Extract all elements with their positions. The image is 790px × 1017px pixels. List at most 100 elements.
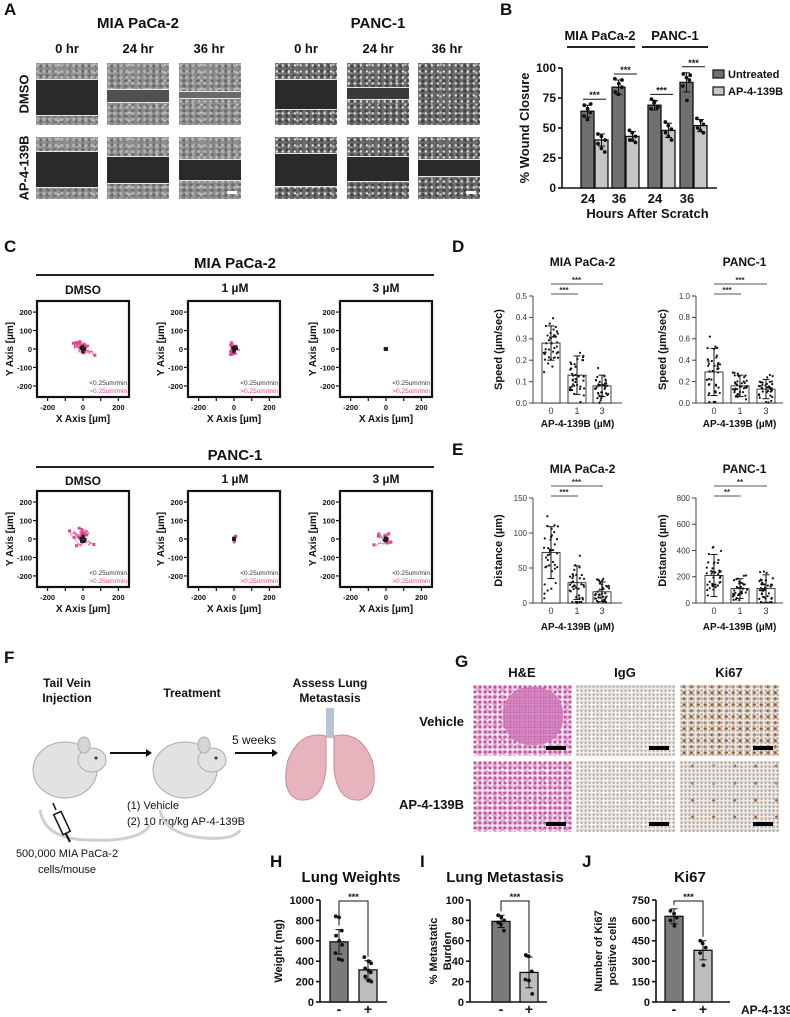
stain-label: H&E [508, 665, 536, 680]
y-tick-label: 0 [686, 599, 691, 608]
data-point [714, 585, 717, 589]
data-point [546, 334, 549, 337]
significance-bracket [673, 900, 704, 937]
y-tick-label: 80 [452, 915, 464, 927]
data-point [734, 382, 737, 385]
y-tick-label: 800 [296, 915, 314, 927]
category-label: - [672, 1001, 677, 1017]
data-point [714, 400, 717, 404]
track-endpoint [79, 537, 83, 541]
data-point [711, 585, 714, 588]
legend-fast: >0.25um/min [89, 388, 127, 395]
data-point [766, 584, 769, 587]
track-endpoint [67, 529, 71, 533]
data-point [606, 393, 610, 396]
significance-label: *** [620, 65, 631, 75]
data-point [553, 567, 557, 570]
data-point [553, 543, 556, 546]
timepoint-label: 36 hr [431, 41, 463, 56]
legend-slow: <0.25um/min [89, 570, 127, 577]
data-point [733, 390, 736, 394]
data-point [706, 583, 709, 586]
data-point [578, 554, 581, 557]
category-label: 3 [599, 606, 604, 616]
data-point [581, 358, 584, 362]
legend-slow: <0.25um/min [89, 380, 127, 387]
data-point [571, 372, 574, 375]
y-axis-label: Y Axis [µm] [5, 512, 16, 566]
data-point [743, 381, 746, 384]
legend-slow: <0.25um/min [392, 380, 430, 387]
data-point [714, 391, 717, 394]
y-tick-label: -200 [17, 382, 32, 391]
bar [664, 915, 684, 1003]
data-point [579, 400, 582, 404]
x-tick-label: -200 [343, 593, 358, 602]
data-point [706, 346, 709, 350]
data-point [680, 84, 685, 88]
he-treated-image [473, 761, 572, 832]
panel-label-i: I [420, 852, 425, 871]
data-point [544, 556, 548, 559]
y-tick-label: 100 [536, 61, 556, 75]
data-point [705, 566, 708, 569]
bar [693, 124, 708, 189]
data-point [602, 587, 605, 591]
data-point [744, 394, 747, 397]
y-tick-label: -200 [320, 382, 335, 391]
data-point [718, 571, 721, 574]
data-point [369, 961, 374, 966]
legend-fast: >0.25um/min [240, 578, 278, 585]
data-point [544, 348, 547, 351]
track-endpoint [233, 345, 237, 349]
data-point [710, 570, 713, 573]
data-point [703, 945, 708, 950]
track-endpoint [93, 353, 97, 357]
legend-slow: <0.25um/min [240, 380, 278, 387]
y-tick-label: 200 [296, 976, 314, 988]
bar [491, 920, 511, 1003]
condition-title: DMSO [65, 474, 101, 488]
data-point [674, 915, 679, 920]
trajectory-plot [184, 299, 282, 401]
data-point [768, 380, 771, 383]
data-point [568, 589, 571, 592]
data-point [571, 378, 575, 381]
y-tick-label: 100 [19, 517, 32, 526]
group-divider [642, 46, 708, 48]
significance-label: *** [572, 276, 582, 285]
track-endpoint [79, 539, 83, 543]
significance-label: *** [722, 286, 732, 295]
y-tick-label: -100 [168, 553, 183, 562]
chart-D1 [692, 283, 783, 404]
data-point [707, 362, 710, 365]
legend-fast: >0.25um/min [89, 578, 127, 585]
y-tick-label: 100 [514, 529, 528, 538]
data-point [369, 979, 374, 984]
data-point [711, 369, 714, 373]
data-point [758, 385, 762, 388]
data-point [598, 593, 601, 596]
data-point [555, 538, 559, 541]
micrograph-panc-dmso-24hr [347, 63, 409, 125]
data-point [556, 341, 559, 344]
track-endpoint [372, 543, 376, 547]
category-label: 24 [581, 191, 596, 206]
y-tick-label: -100 [17, 363, 32, 372]
chart-title: MIA PaCa-2 [550, 255, 616, 269]
x-tick-label: -200 [40, 593, 55, 602]
x-tick-label: -200 [191, 593, 206, 602]
data-point [706, 594, 709, 597]
legend-slow: <0.25um/min [392, 570, 430, 577]
condition-title: 1 µM [221, 281, 249, 295]
y-tick-label: 450 [632, 936, 650, 948]
chart-title: PANC-1 [723, 462, 767, 476]
data-point [769, 585, 772, 588]
data-point [574, 380, 577, 384]
data-point [597, 383, 600, 386]
data-point [598, 401, 601, 404]
x-tick-label: 200 [263, 593, 276, 602]
data-point [578, 577, 581, 580]
track-endpoint [376, 534, 380, 538]
data-point [598, 380, 601, 383]
